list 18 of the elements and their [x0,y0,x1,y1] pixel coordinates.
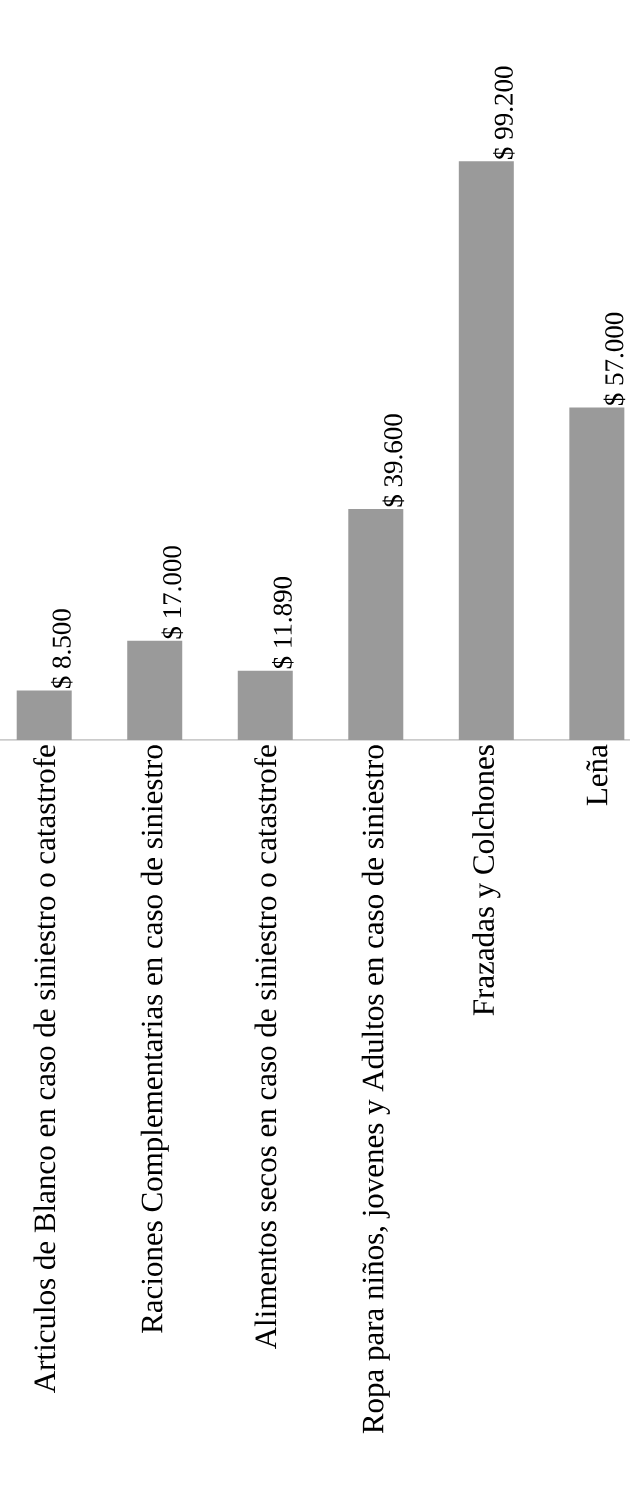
data-label: $ 39.600 [382,414,405,507]
bar [348,508,404,740]
data-label: $ 8.500 [50,609,73,689]
data-label: $ 57.000 [603,312,626,406]
bar [127,640,183,740]
bar [458,161,514,740]
bar [16,690,72,740]
x-tick-label: Raciones Complementarias en caso de siniestro [140,745,169,1334]
data-label: $ 11.890 [271,576,294,669]
bar [569,407,625,740]
bar [237,670,293,740]
data-label: $ 99.200 [493,66,515,159]
x-tick-label: Ropa para niños, jovenes y Adultos en caso de siniestro [361,745,390,1434]
x-tick-label: Leña [586,744,608,806]
x-tick-label: Frazadas y Colchones [472,745,501,1016]
x-tick-label: Alimentos secos en caso de siniestro o catastrofe [254,745,277,1350]
x-tick-label: Articulos de Blanco en caso de siniestro o catastrofe [33,745,56,1393]
data-label: $ 17.000 [161,546,184,639]
